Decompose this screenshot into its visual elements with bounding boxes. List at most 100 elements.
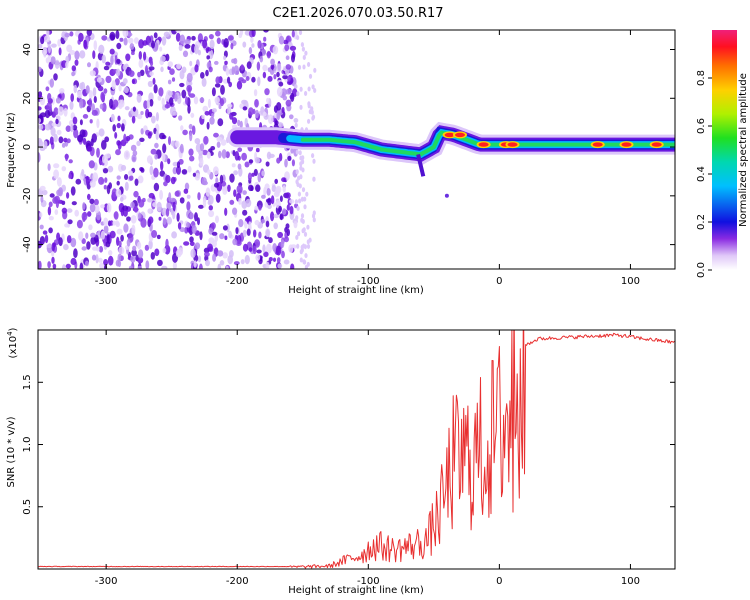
noise-cell bbox=[281, 106, 285, 114]
noise-cell bbox=[248, 47, 253, 55]
noise-cell bbox=[253, 168, 258, 177]
noise-cell bbox=[126, 238, 131, 247]
noise-cell bbox=[238, 167, 243, 177]
noise-cell bbox=[231, 66, 235, 76]
noise-cell bbox=[163, 181, 168, 187]
noise-cell bbox=[302, 55, 306, 60]
noise-cell bbox=[172, 111, 178, 116]
noise-cell bbox=[182, 129, 188, 136]
noise-cell bbox=[232, 207, 238, 215]
noise-cell bbox=[116, 122, 122, 129]
noise-cell bbox=[136, 140, 141, 147]
noise-cell bbox=[199, 231, 203, 241]
noise-cell bbox=[114, 220, 120, 226]
noise-cell bbox=[143, 100, 148, 110]
noise-cell bbox=[131, 224, 136, 235]
noise-cell bbox=[295, 149, 299, 155]
noise-cell bbox=[181, 169, 188, 175]
noise-cell bbox=[122, 78, 128, 85]
noise-cell bbox=[296, 206, 300, 211]
noise-cell bbox=[281, 177, 287, 183]
noise-cell bbox=[218, 150, 222, 159]
noise-cell bbox=[132, 150, 138, 157]
noise-cell bbox=[91, 103, 95, 112]
noise-cell bbox=[184, 182, 190, 191]
noise-cell bbox=[304, 50, 308, 56]
noise-cell bbox=[120, 196, 124, 202]
noise-cell bbox=[299, 174, 303, 180]
noise-cell bbox=[70, 257, 77, 266]
x-tick-label: -300 bbox=[95, 276, 118, 287]
noise-cell bbox=[207, 200, 212, 206]
noise-cell bbox=[244, 254, 250, 265]
noise-cell bbox=[160, 55, 166, 62]
noise-cell bbox=[149, 99, 154, 107]
noise-cell bbox=[87, 145, 93, 152]
noise-cell bbox=[276, 110, 281, 121]
noise-cell bbox=[208, 205, 213, 211]
noise-cell bbox=[209, 116, 215, 125]
noise-cell bbox=[199, 157, 204, 167]
noise-cell bbox=[271, 185, 277, 192]
noise-cell bbox=[206, 55, 210, 60]
noise-cell bbox=[65, 125, 72, 132]
noise-cell bbox=[87, 193, 91, 200]
noise-cell bbox=[175, 32, 181, 42]
noise-cell bbox=[67, 219, 73, 225]
noise-cell bbox=[38, 152, 41, 162]
noise-cell bbox=[275, 187, 280, 196]
noise-cell bbox=[208, 210, 215, 218]
noise-cell bbox=[267, 114, 274, 124]
noise-cell bbox=[274, 120, 279, 126]
noise-cell bbox=[124, 174, 129, 180]
noise-cell bbox=[161, 265, 168, 269]
noise-cell bbox=[70, 186, 76, 196]
noise-cell bbox=[85, 232, 89, 239]
noise-cell bbox=[147, 208, 152, 214]
noise-cell bbox=[311, 213, 316, 219]
noise-cell bbox=[120, 234, 124, 242]
noise-cell bbox=[193, 96, 199, 105]
noise-cell bbox=[197, 255, 202, 263]
noise-cell bbox=[137, 265, 142, 269]
noise-cell bbox=[176, 165, 181, 175]
noise-cell bbox=[230, 42, 234, 50]
noise-cell bbox=[299, 161, 303, 167]
noise-cell bbox=[148, 239, 153, 250]
noise-cell bbox=[209, 39, 215, 50]
noise-cell bbox=[282, 185, 286, 193]
x-tick-label: 100 bbox=[621, 276, 640, 287]
noise-cell bbox=[58, 187, 63, 197]
noise-cell bbox=[125, 135, 131, 142]
noise-cell bbox=[121, 123, 125, 132]
noise-cell bbox=[304, 253, 308, 259]
noise-cell bbox=[199, 143, 205, 152]
noise-cell bbox=[98, 128, 105, 137]
noise-cell bbox=[222, 252, 228, 259]
noise-cell bbox=[284, 158, 288, 168]
noise-cell bbox=[152, 77, 156, 85]
noise-cell bbox=[187, 165, 192, 173]
noise-cell bbox=[186, 221, 191, 228]
noise-cell bbox=[212, 240, 217, 248]
noise-cell bbox=[48, 227, 53, 234]
noise-cell bbox=[51, 122, 58, 127]
noise-cell bbox=[248, 247, 253, 252]
noise-cell bbox=[300, 196, 304, 202]
noise-cell bbox=[48, 201, 53, 208]
noise-cell bbox=[57, 106, 64, 116]
noise-cell bbox=[79, 82, 84, 90]
noise-cell bbox=[61, 264, 66, 269]
noise-cell bbox=[207, 169, 211, 175]
y-tick-label: 0 bbox=[22, 144, 33, 150]
noise-cell bbox=[103, 65, 110, 71]
noise-cell bbox=[71, 201, 77, 206]
noise-cell bbox=[197, 217, 200, 226]
noise-cell bbox=[254, 205, 259, 211]
noise-cell bbox=[176, 161, 181, 169]
noise-cell bbox=[97, 257, 103, 263]
noise-cell bbox=[215, 76, 221, 84]
noise-cell bbox=[299, 86, 303, 92]
noise-cell bbox=[289, 199, 295, 204]
noise-cell bbox=[82, 202, 86, 210]
